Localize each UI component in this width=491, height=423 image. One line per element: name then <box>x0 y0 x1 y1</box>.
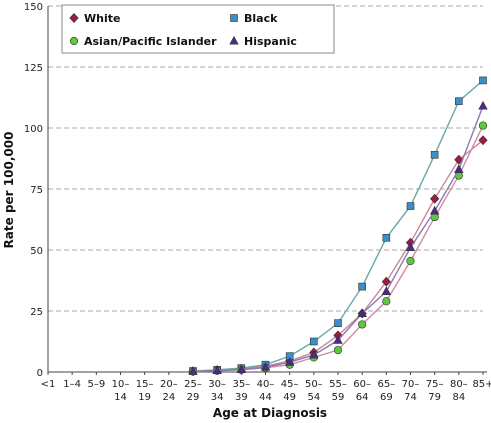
x-tick-label-line2: 39 <box>235 392 248 403</box>
data-point <box>381 276 391 287</box>
data-point <box>406 256 415 266</box>
x-tick-label-line2: 79 <box>428 392 441 403</box>
data-point <box>478 135 488 146</box>
data-point <box>430 193 440 204</box>
legend-marker-diamond-icon <box>69 13 79 23</box>
y-tick-label: 75 <box>30 185 43 196</box>
x-tick-label: 60– <box>353 379 371 390</box>
data-point <box>358 320 367 329</box>
x-tick-label: 70– <box>402 379 420 390</box>
legend: White Black Asian/Pacific Islander Hispanic <box>61 4 335 54</box>
x-axis-title: Age at Diagnosis <box>213 406 327 420</box>
data-point <box>454 154 464 165</box>
x-tick-label: 55– <box>329 379 347 390</box>
y-tick-label: 150 <box>24 2 43 13</box>
x-tick-label: 65– <box>377 379 395 390</box>
data-point <box>334 319 342 328</box>
data-point <box>212 365 222 375</box>
x-tick-label: 50– <box>305 379 323 390</box>
series-triangle <box>188 100 488 375</box>
data-point <box>382 234 391 242</box>
data-point <box>310 337 318 346</box>
x-tick-label: 35– <box>232 379 250 390</box>
legend-label: Asian/Pacific Islander <box>84 35 217 48</box>
data-point <box>429 205 440 215</box>
x-tick-label: 80– <box>450 379 468 390</box>
data-point <box>333 345 343 355</box>
legend-label: Black <box>244 12 278 25</box>
x-tick-labels: <1 1–4 5–9 10– 14 15– 19 20– 24 25– 29 30– 34 35– 39 40… <box>41 372 491 403</box>
y-tick-label: 50 <box>30 246 43 257</box>
x-tick-label-line2: 59 <box>332 392 345 403</box>
x-tick-label: <1 <box>41 379 56 390</box>
series-group <box>188 76 488 377</box>
x-tick-label-line2: 24 <box>162 392 175 403</box>
data-point <box>357 308 367 317</box>
legend-item: Asian/Pacific Islander <box>69 35 217 48</box>
data-point <box>455 97 463 105</box>
legend-item: White <box>69 12 120 25</box>
x-tick-label-line2: 84 <box>452 392 465 403</box>
x-tick-label: 20– <box>160 379 178 390</box>
axes <box>47 6 487 373</box>
x-tick-label: 75– <box>426 379 444 390</box>
data-point <box>309 349 319 359</box>
data-point <box>405 242 416 252</box>
y-tick-label: 25 <box>30 307 43 318</box>
y-tick-label: 0 <box>37 368 43 379</box>
series-line <box>192 79 484 372</box>
x-tick-label: 85+ <box>472 379 491 390</box>
x-tick-label: 40– <box>257 379 275 390</box>
x-tick-label-line2: 14 <box>114 392 127 403</box>
x-tick-label: 10– <box>112 379 130 390</box>
series-square <box>189 76 487 375</box>
y-axis-title: Rate per 100,000 <box>2 132 16 249</box>
data-point <box>381 286 392 295</box>
data-point <box>478 121 488 130</box>
data-point <box>454 164 464 173</box>
x-tick-label: 1–4 <box>63 379 81 390</box>
x-tick-label-line2: 74 <box>404 392 417 403</box>
x-tick-label-line2: 54 <box>307 392 320 403</box>
x-tick-label-line2: 49 <box>283 392 296 403</box>
data-point <box>333 335 343 344</box>
x-tick-label-line2: 64 <box>356 392 369 403</box>
x-tick-label-line2: 29 <box>187 392 200 403</box>
data-point <box>478 100 488 110</box>
x-tick-label: 45– <box>281 379 299 390</box>
data-point <box>430 151 439 159</box>
y-tick-label: 125 <box>24 63 43 74</box>
legend-marker-circle-icon <box>69 36 79 46</box>
x-tick-label-line2: 44 <box>259 392 272 403</box>
x-tick-label: 30– <box>208 379 226 390</box>
y-tick-labels: 0 25 50 75 100 125 150 <box>24 2 43 379</box>
legend-item: Black <box>230 12 278 25</box>
data-point <box>479 76 487 85</box>
data-point <box>284 357 295 366</box>
x-tick-label: 15– <box>136 379 154 390</box>
legend-label: White <box>84 12 120 25</box>
x-tick-label: 5–9 <box>87 379 105 390</box>
x-tick-label-line2: 34 <box>211 392 224 403</box>
y-tick-label: 100 <box>24 124 43 135</box>
data-point <box>406 202 415 210</box>
legend-label: Hispanic <box>244 35 297 48</box>
x-tick-label: 25– <box>184 379 202 390</box>
data-point <box>188 366 198 375</box>
x-tick-label-line2: 69 <box>380 392 393 403</box>
legend-marker-triangle-icon <box>229 35 239 45</box>
data-point <box>236 364 247 374</box>
data-point <box>260 361 271 371</box>
legend-box <box>61 4 335 54</box>
legend-item: Hispanic <box>229 35 297 48</box>
legend-marker-square-icon <box>230 14 238 22</box>
data-point <box>358 282 366 291</box>
data-point <box>382 297 391 306</box>
x-tick-label-line2: 19 <box>138 392 151 403</box>
